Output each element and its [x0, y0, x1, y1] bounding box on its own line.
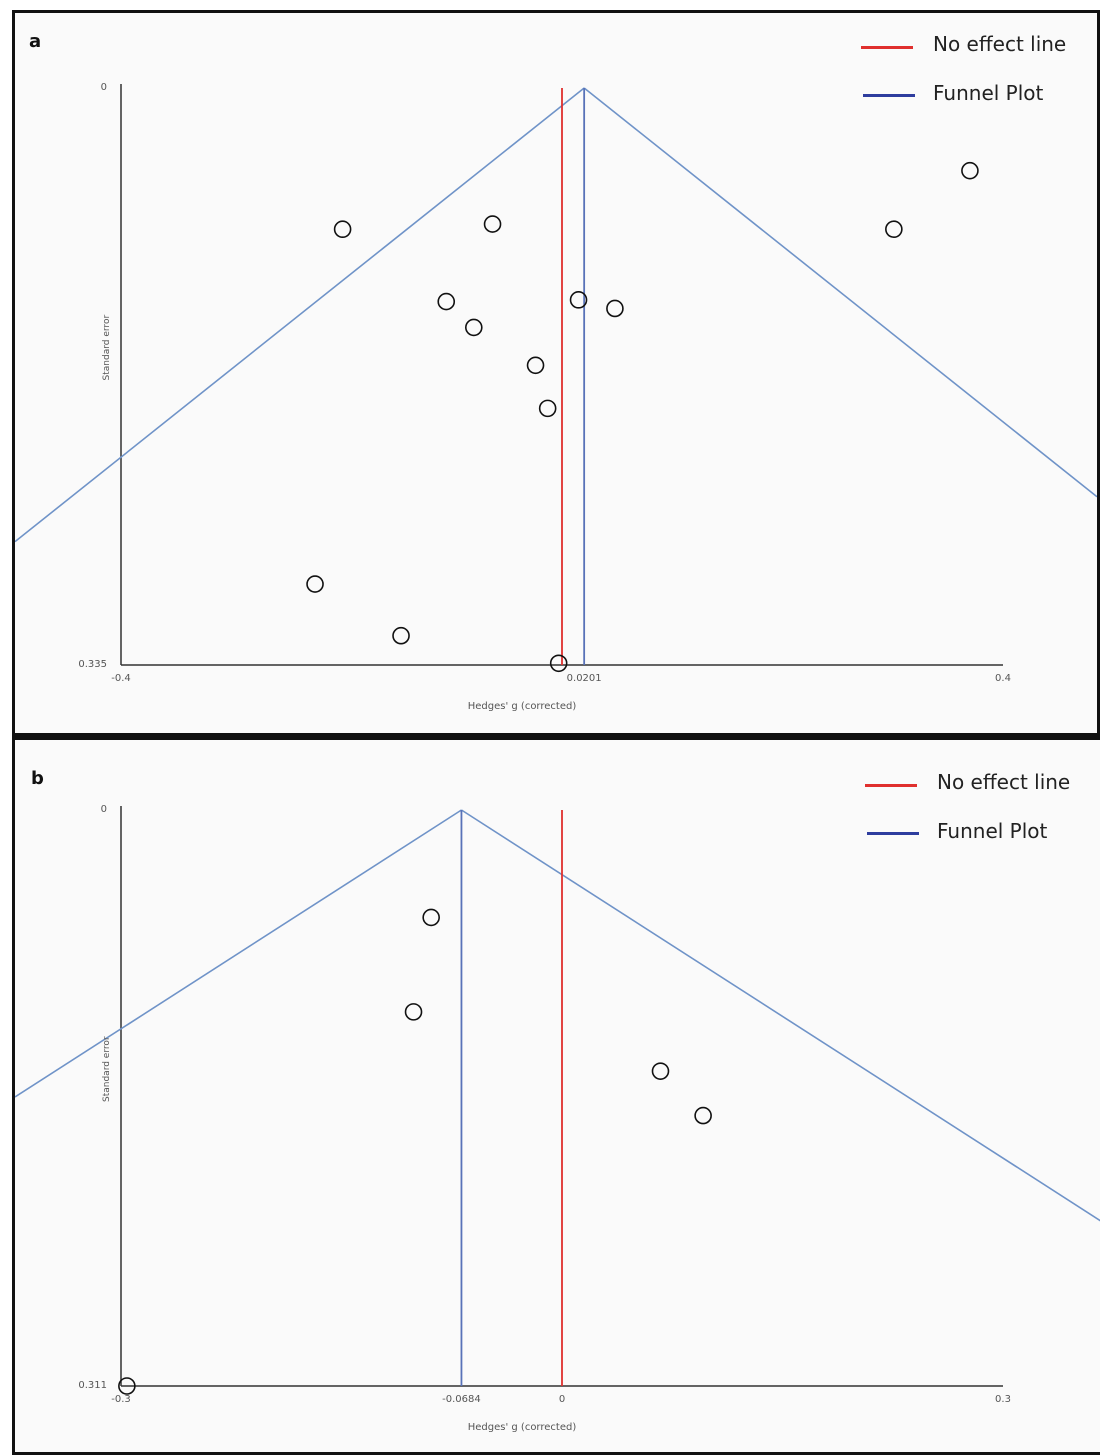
b-funnel-right-line — [461, 809, 1100, 1222]
b-x-tick-label-3: 0.3 — [995, 1394, 1011, 1405]
a-study-point-3 — [464, 318, 483, 337]
a-y-axis-title: Standard error — [102, 315, 112, 381]
b-y-tick-label-1: 0.311 — [78, 1380, 107, 1391]
b-x-tick-label-0: -0.3 — [111, 1394, 131, 1405]
b-funnel-left-line — [15, 809, 462, 1098]
a-x-tick-label-0: -0.4 — [111, 673, 131, 684]
a-study-point-12 — [549, 654, 568, 673]
legend-swatch-funnel-b — [867, 832, 919, 835]
legend-label-no-effect-b: No effect line — [937, 770, 1071, 794]
a-study-point-4 — [526, 356, 545, 375]
a-study-point-2 — [437, 292, 456, 311]
funnel-plot-chart-a: -0.4 0.0201 0.4 0 0.335 Hedges' g (corrected)… — [15, 82, 1097, 712]
b-study-point-4 — [118, 1377, 136, 1395]
a-study-point-7 — [606, 299, 624, 318]
panel-label-a: a — [29, 31, 42, 52]
a-study-point-8 — [885, 220, 903, 239]
a-study-point-9 — [961, 161, 979, 180]
a-study-point-0 — [333, 220, 352, 239]
b-x-tick-label-2: 0 — [559, 1394, 565, 1405]
a-funnel-left-line — [15, 87, 585, 543]
legend-swatch-funnel-a — [863, 94, 915, 97]
legend-label-no-effect-a: No effect line — [933, 32, 1067, 56]
b-study-point-0 — [422, 908, 440, 927]
a-study-point-10 — [306, 575, 324, 593]
b-x-tick-label-1: -0.0684 — [442, 1394, 481, 1405]
b-study-point-2 — [651, 1062, 670, 1080]
b-study-point-1 — [404, 1003, 423, 1021]
a-y-tick-label-0: 0 — [101, 82, 107, 93]
a-study-point-11 — [392, 626, 410, 645]
a-y-tick-label-1: 0.335 — [78, 659, 107, 670]
legend-label-funnel-a: Funnel Plot — [933, 81, 1044, 105]
legend-swatch-no-effect-b — [865, 784, 917, 787]
legend-label-funnel-b: Funnel Plot — [937, 819, 1048, 843]
funnel-plot-chart-b: -0.3 -0.0684 0 0.3 0 0.311 Hedges' g (correcte… — [15, 804, 1100, 1433]
b-study-point-3 — [694, 1106, 712, 1125]
b-y-tick-label-0: 0 — [101, 804, 107, 815]
a-funnel-right-line — [583, 87, 1097, 498]
a-x-axis-title: Hedges' g (corrected) — [468, 701, 577, 712]
a-study-point-6 — [569, 291, 588, 309]
a-x-tick-label-1: 0.0201 — [567, 673, 602, 684]
panel-label-b: b — [31, 768, 44, 789]
legend-swatch-no-effect-a — [861, 46, 913, 49]
a-x-tick-label-2: 0.4 — [995, 673, 1011, 684]
b-x-axis-title: Hedges' g (corrected) — [468, 1422, 577, 1433]
a-study-point-5 — [538, 399, 557, 418]
funnel-plot-panel-a: a -0.4 0.0201 0.4 0 0.335 Hedges' g (correcte… — [12, 10, 1100, 735]
a-study-point-1 — [483, 215, 502, 233]
b-y-axis-title: Standard error — [102, 1036, 112, 1102]
funnel-plot-panel-b: b -0.3 -0.0684 0 0.3 0 0.311 Hedges' g (correc… — [12, 734, 1100, 1455]
